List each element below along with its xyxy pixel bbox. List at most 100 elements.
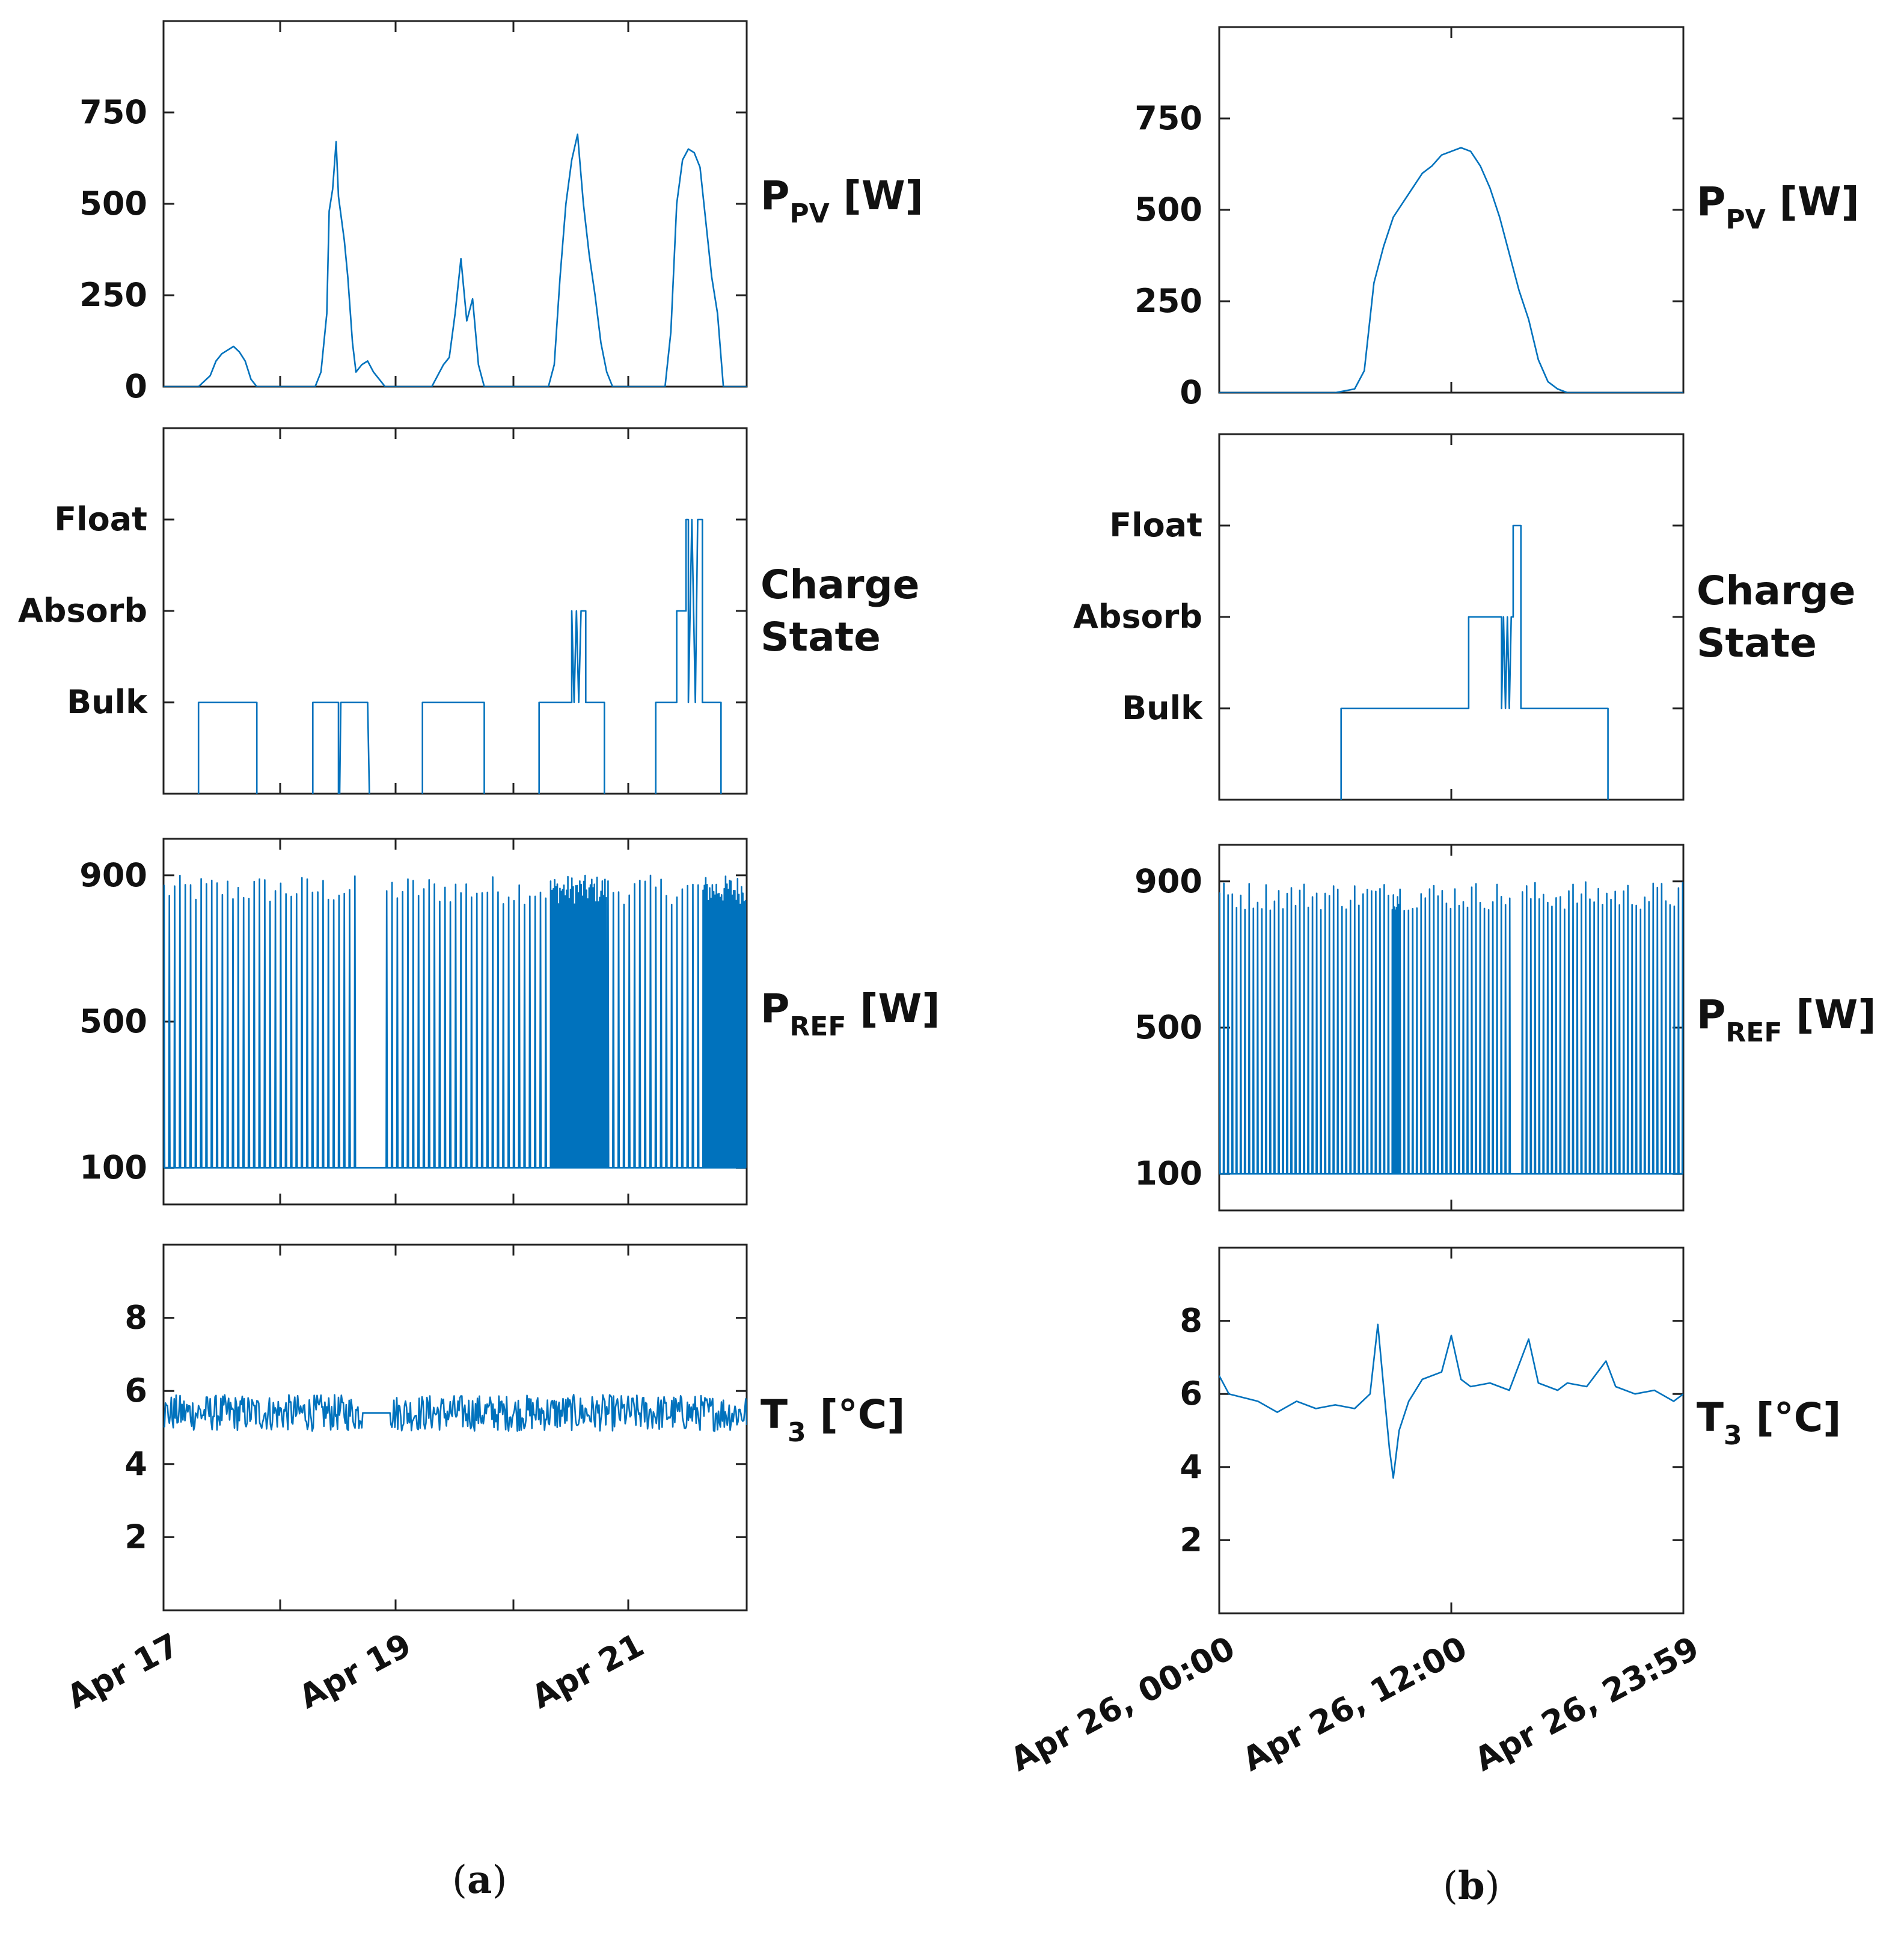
ppv-label-main: P (761, 173, 789, 219)
y-tick-label: 500 (1134, 191, 1202, 228)
series-line (197, 518, 722, 794)
svg-text:PPV [W]: PPV [W] (761, 173, 923, 229)
panel-a-3: 2 4 6 8 Apr 17 Apr 19 Apr 21 (61, 1243, 748, 1716)
t3-label-sub: 3 (1724, 1420, 1742, 1451)
series-line (164, 1394, 747, 1432)
svg-text:PREF [W]: PREF [W] (1697, 992, 1876, 1048)
y-tick-label: 4 (1180, 1448, 1202, 1486)
ppv-label-sub: PV (789, 198, 829, 229)
charge-label-line1: Charge (1697, 568, 1856, 614)
t3-label-b: T3 [°C] (1697, 1394, 1841, 1451)
ppv-label-a: PPV [W] (761, 173, 923, 229)
pref-label-unit: [W] (1782, 992, 1876, 1038)
caption-b-letter: b (1458, 1863, 1485, 1909)
panel-b-0: 0 250 500 750 (1134, 26, 1685, 411)
axis-box (1218, 433, 1685, 801)
caption-a: (a) (452, 1857, 507, 1903)
panel-a-0: 0 250 500 750 (79, 20, 748, 405)
y-tick-label: 250 (79, 276, 147, 314)
y-tick-label: Bulk (1122, 689, 1203, 727)
svg-text:T3 [°C]: T3 [°C] (1697, 1394, 1841, 1451)
y-tick-label: 4 (124, 1445, 147, 1483)
t3-label-a: T3 [°C] (761, 1391, 905, 1448)
panel-a-2: 100 500 900 (79, 838, 748, 1206)
y-tick-label: 6 (1180, 1375, 1202, 1412)
svg-text:PPV [W]: PPV [W] (1697, 179, 1860, 235)
axis-box (1218, 26, 1685, 394)
t3-label-main: T (1697, 1394, 1724, 1441)
charge-label-line1: Charge (761, 562, 920, 608)
y-tick-label: 900 (79, 856, 147, 894)
series-line (164, 133, 747, 387)
x-tick-label: Apr 26, 00:00 (1005, 1629, 1241, 1779)
pref-label-b: PREF [W] (1697, 992, 1876, 1048)
axis-box (1218, 1247, 1685, 1615)
series-line (1340, 524, 1609, 800)
x-tick-label: Apr 26, 23:59 (1469, 1629, 1706, 1779)
y-tick-label: 8 (124, 1299, 147, 1337)
t3-label-sub: 3 (788, 1417, 806, 1448)
series-line (1219, 881, 1683, 1175)
axis-box (162, 20, 748, 388)
y-tick-label: 500 (79, 185, 147, 222)
series-line (1219, 1323, 1683, 1479)
y-tick-label: 900 (1134, 862, 1202, 900)
y-tick-label: 8 (1180, 1302, 1202, 1340)
y-tick-label: 100 (1134, 1155, 1202, 1192)
x-tick-label: Apr 26, 12:00 (1237, 1629, 1474, 1779)
panel-a-1: Bulk Absorb Float (18, 427, 748, 795)
axis-box (162, 427, 748, 795)
charge-state-label-b: Charge State (1697, 568, 1856, 666)
t3-label-main: T (761, 1391, 788, 1438)
y-tick-label: 100 (79, 1148, 147, 1186)
y-tick-label: Float (1109, 506, 1202, 544)
pref-label-sub: REF (1725, 1017, 1782, 1048)
pref-label-a: PREF [W] (761, 986, 940, 1042)
svg-text:T3 [°C]: T3 [°C] (761, 1391, 905, 1448)
y-tick-label: 0 (1180, 373, 1202, 411)
pref-label-sub: REF (789, 1011, 846, 1042)
y-tick-label: 2 (1180, 1521, 1202, 1559)
t3-label-unit: [°C] (1742, 1394, 1841, 1441)
y-tick-label: 250 (1134, 282, 1202, 320)
x-tick-label: Apr 21 (525, 1626, 650, 1716)
ppv-label-b: PPV [W] (1697, 179, 1860, 235)
pref-label-unit: [W] (846, 986, 940, 1032)
caption-a-letter: a (467, 1857, 492, 1903)
y-tick-label: 500 (79, 1002, 147, 1040)
charge-state-label-a: Charge State (761, 562, 920, 660)
y-tick-label: Absorb (1073, 598, 1202, 636)
plot-area: 0 250 500 750 Bulk Absorb Float 100 500 900 2 4 6 8 Ap… (18, 20, 1706, 1779)
series-line (164, 874, 747, 1169)
series-line (1219, 147, 1683, 393)
y-tick-label: 2 (124, 1518, 147, 1556)
charge-label-line2: State (761, 614, 881, 660)
x-tick-label: Apr 17 (61, 1626, 185, 1716)
y-tick-label: 750 (79, 93, 147, 131)
ppv-label-main: P (1697, 179, 1725, 225)
axis-box (162, 1243, 748, 1611)
panel-b-2: 100 500 900 (1134, 844, 1685, 1212)
pref-label-main: P (761, 986, 789, 1032)
y-tick-label: Absorb (18, 592, 147, 630)
y-tick-label: 500 (1134, 1008, 1202, 1046)
ppv-label-unit: [W] (830, 173, 923, 219)
svg-text:PREF [W]: PREF [W] (761, 986, 940, 1042)
charge-label-line2: State (1697, 620, 1817, 666)
y-tick-label: 0 (124, 367, 147, 405)
y-tick-label: Float (54, 500, 147, 538)
x-tick-label: Apr 19 (293, 1626, 417, 1716)
caption-b: (b) (1443, 1863, 1500, 1909)
subfigure-b: PPV [W] Charge State PREF [W] T3 [°C] (b… (1443, 179, 1876, 1909)
y-tick-label: Bulk (67, 683, 148, 721)
t3-label-unit: [°C] (806, 1391, 905, 1438)
ppv-label-unit: [W] (1766, 179, 1860, 225)
panel-b-1: Bulk Absorb Float (1073, 433, 1685, 801)
y-tick-label: 6 (124, 1372, 147, 1409)
pref-label-main: P (1697, 992, 1725, 1038)
subfigure-a: PPV [W] Charge State PREF [W] T3 [°C] (a… (452, 173, 940, 1903)
y-tick-label: 750 (1134, 99, 1202, 137)
ppv-label-sub: PV (1725, 204, 1765, 235)
